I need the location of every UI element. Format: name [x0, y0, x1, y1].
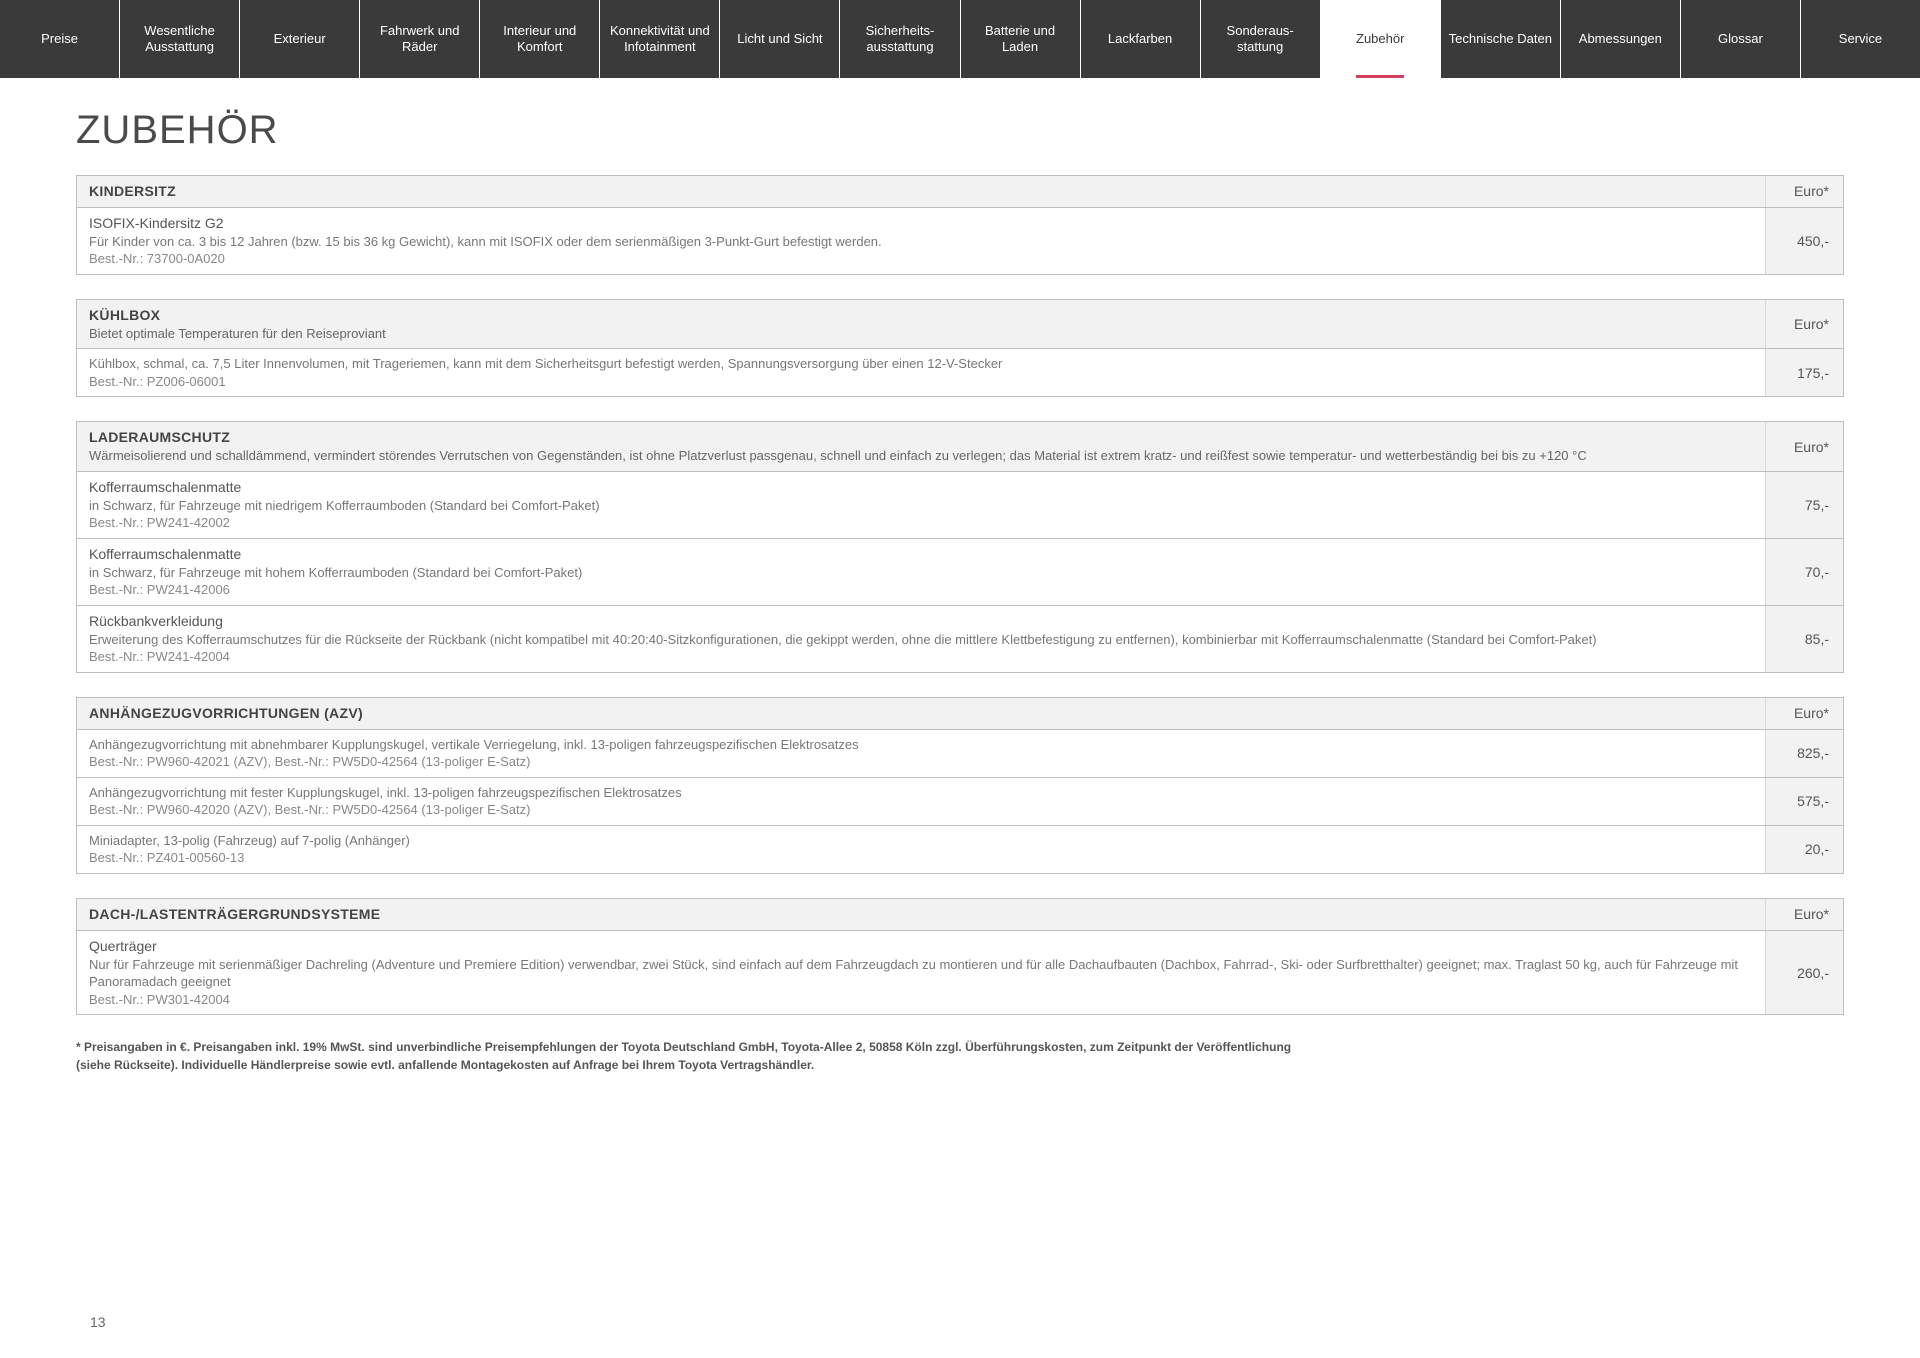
accessory-row: Kofferraumschalenmattein Schwarz, für Fa…	[76, 539, 1844, 606]
item-title: Rückbankverkleidung	[89, 612, 1753, 631]
section-header: LADERAUMSCHUTZWärmeisolierend und schall…	[76, 421, 1844, 471]
item-part-number: Best.-Nr.: PW241-42006	[89, 581, 1753, 599]
accessory-row: Anhängezugvorrichtung mit fester Kupplun…	[76, 778, 1844, 826]
section-subtitle: Wärmeisolierend und schalldämmend, vermi…	[89, 447, 1753, 465]
accessory-row: RückbankverkleidungErweiterung des Koffe…	[76, 606, 1844, 673]
item-title: Querträger	[89, 937, 1753, 956]
accessory-row: QuerträgerNur für Fahrzeuge mit serienmä…	[76, 931, 1844, 1016]
accessory-row: Kofferraumschalenmattein Schwarz, für Fa…	[76, 472, 1844, 539]
price-column-header: Euro*	[1765, 698, 1843, 729]
item-description: Nur für Fahrzeuge mit serienmäßiger Dach…	[89, 956, 1753, 991]
accessory-section: LADERAUMSCHUTZWärmeisolierend und schall…	[76, 421, 1844, 672]
item-part-number: Best.-Nr.: 73700-0A020	[89, 250, 1753, 268]
item-price: 575,-	[1765, 778, 1843, 825]
nav-tab[interactable]: Lackfarben	[1081, 0, 1201, 78]
page-number: 13	[90, 1314, 106, 1330]
nav-tab[interactable]: Sicherheits-ausstattung	[840, 0, 960, 78]
nav-tab[interactable]: Interieur und Komfort	[480, 0, 600, 78]
price-column-header: Euro*	[1765, 899, 1843, 930]
accessory-row: Kühlbox, schmal, ca. 7,5 Liter Innenvolu…	[76, 349, 1844, 397]
nav-tab[interactable]: Service	[1801, 0, 1920, 78]
item-part-number: Best.-Nr.: PW301-42004	[89, 991, 1753, 1009]
accessory-section: DACH-/LASTENTRÄGERGRUNDSYSTEMEEuro*Quert…	[76, 898, 1844, 1015]
nav-tab[interactable]: Licht und Sicht	[720, 0, 840, 78]
item-description: in Schwarz, für Fahrzeuge mit hohem Koff…	[89, 564, 1753, 582]
item-part-number: Best.-Nr.: PW241-42004	[89, 648, 1753, 666]
nav-tab[interactable]: Konnektivität und Infotainment	[600, 0, 720, 78]
footnote: * Preisangaben in €. Preisangaben inkl. …	[76, 1039, 1296, 1074]
item-part-number: Best.-Nr.: PW960-42021 (AZV), Best.-Nr.:…	[89, 753, 1753, 771]
top-nav: PreiseWesentliche AusstattungExterieurFa…	[0, 0, 1920, 78]
item-description: Anhängezugvorrichtung mit fester Kupplun…	[89, 784, 1753, 802]
item-part-number: Best.-Nr.: PW960-42020 (AZV), Best.-Nr.:…	[89, 801, 1753, 819]
nav-tab[interactable]: Glossar	[1681, 0, 1801, 78]
item-price: 75,-	[1765, 472, 1843, 538]
item-description: Für Kinder von ca. 3 bis 12 Jahren (bzw.…	[89, 233, 1753, 251]
item-description: Anhängezugvorrichtung mit abnehmbarer Ku…	[89, 736, 1753, 754]
item-description: in Schwarz, für Fahrzeuge mit niedrigem …	[89, 497, 1753, 515]
section-title: LADERAUMSCHUTZ	[89, 428, 1753, 447]
price-column-header: Euro*	[1765, 176, 1843, 207]
section-subtitle: Bietet optimale Temperaturen für den Rei…	[89, 325, 1753, 343]
price-column-header: Euro*	[1765, 300, 1843, 348]
section-header: KINDERSITZ Euro*	[76, 175, 1844, 208]
item-description: Miniadapter, 13-polig (Fahrzeug) auf 7-p…	[89, 832, 1753, 850]
item-price: 260,-	[1765, 931, 1843, 1015]
section-title: ANHÄNGEZUGVORRICHTUNGEN (AZV)	[89, 704, 1753, 723]
accessory-row: Anhängezugvorrichtung mit abnehmbarer Ku…	[76, 730, 1844, 778]
section-title: KINDERSITZ	[89, 182, 1753, 201]
nav-tab[interactable]: Zubehör	[1321, 0, 1441, 78]
item-description: Erweiterung des Kofferraumschutzes für d…	[89, 631, 1753, 649]
item-price: 450,-	[1765, 208, 1843, 274]
item-part-number: Best.-Nr.: PZ006-06001	[89, 373, 1753, 391]
section-header: DACH-/LASTENTRÄGERGRUNDSYSTEME Euro*	[76, 898, 1844, 931]
item-price: 70,-	[1765, 539, 1843, 605]
nav-tab[interactable]: Batterie und Laden	[961, 0, 1081, 78]
accessory-section: KINDERSITZEuro*ISOFIX-Kindersitz G2Für K…	[76, 175, 1844, 275]
nav-tab[interactable]: Wesentliche Ausstattung	[120, 0, 240, 78]
page-title: ZUBEHÖR	[76, 108, 1844, 153]
accessory-row: ISOFIX-Kindersitz G2Für Kinder von ca. 3…	[76, 208, 1844, 275]
item-title: Kofferraumschalenmatte	[89, 478, 1753, 497]
item-description: Kühlbox, schmal, ca. 7,5 Liter Innenvolu…	[89, 355, 1753, 373]
price-column-header: Euro*	[1765, 422, 1843, 470]
item-part-number: Best.-Nr.: PZ401-00560-13	[89, 849, 1753, 867]
accessory-section: ANHÄNGEZUGVORRICHTUNGEN (AZV) Euro* Anhäng…	[76, 697, 1844, 874]
item-title: Kofferraumschalenmatte	[89, 545, 1753, 564]
accessory-section: KÜHLBOXBietet optimale Temperaturen für …	[76, 299, 1844, 398]
item-price: 20,-	[1765, 826, 1843, 873]
nav-tab[interactable]: Fahrwerk und Räder	[360, 0, 480, 78]
item-price: 175,-	[1765, 349, 1843, 396]
item-price: 825,-	[1765, 730, 1843, 777]
accessory-row: Miniadapter, 13-polig (Fahrzeug) auf 7-p…	[76, 826, 1844, 874]
section-header: ANHÄNGEZUGVORRICHTUNGEN (AZV) Euro*	[76, 697, 1844, 730]
nav-tab[interactable]: Abmessungen	[1561, 0, 1681, 78]
section-title: KÜHLBOX	[89, 306, 1753, 325]
section-title: DACH-/LASTENTRÄGERGRUNDSYSTEME	[89, 905, 1753, 924]
item-title: ISOFIX-Kindersitz G2	[89, 214, 1753, 233]
nav-tab[interactable]: Exterieur	[240, 0, 360, 78]
page-content: ZUBEHÖR KINDERSITZEuro*ISOFIX-Kindersitz…	[0, 78, 1920, 1074]
nav-tab[interactable]: Technische Daten	[1441, 0, 1561, 78]
section-header: KÜHLBOXBietet optimale Temperaturen für …	[76, 299, 1844, 349]
nav-tab[interactable]: Sonderaus-stattung	[1201, 0, 1321, 78]
nav-tab[interactable]: Preise	[0, 0, 120, 78]
item-part-number: Best.-Nr.: PW241-42002	[89, 514, 1753, 532]
item-price: 85,-	[1765, 606, 1843, 672]
